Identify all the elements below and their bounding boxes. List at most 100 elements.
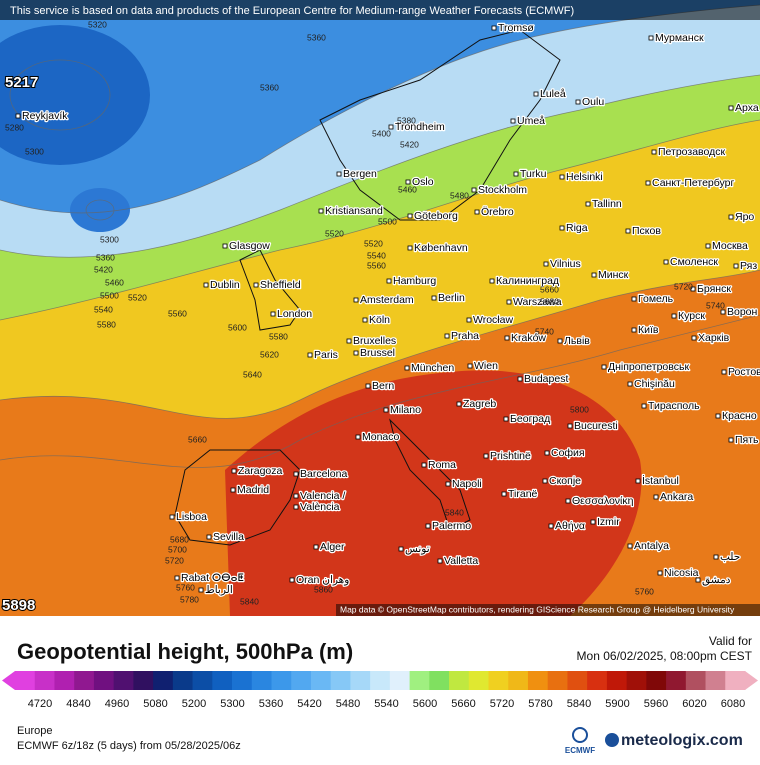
city-label: Пять [735,434,759,446]
city-label: Bruxelles [353,335,396,347]
city-marker [15,113,21,119]
contour-label: 5320 [88,19,107,29]
city-marker [627,543,633,549]
city-marker [407,245,413,251]
field-blue [0,0,760,214]
city-marker [513,171,519,177]
colorbar-cell [93,671,115,690]
city-label: Ankara [660,491,693,503]
city-label: Budapest [524,373,568,385]
banner: This service is based on data and produc… [10,5,574,17]
city-label: Скопје [549,475,581,487]
city-label: Riga [566,222,588,234]
colorbar-cell [113,671,134,690]
contour-label: 5520 [325,228,344,238]
city-marker [346,338,352,344]
city-label: Alger [320,541,345,553]
city-label: Bern [372,380,394,392]
colorbar-tick-label: 5660 [451,698,475,710]
colorbar-cell [34,671,55,690]
contour-label: 5580 [269,331,288,341]
city-marker [483,453,489,459]
contour-label: 5280 [5,122,24,132]
colorbar-cell [74,671,95,690]
city-label: София [551,447,585,459]
city-label: Berlin [438,292,465,304]
colorbar-cell [626,671,647,690]
city-label: Helsinki [566,171,603,183]
city-label: Київ [638,324,659,336]
city-label: Hamburg [393,275,436,287]
contour-label: 5540 [367,250,386,260]
city-label: València [300,501,340,513]
city-marker [231,468,237,474]
city-marker [169,514,175,520]
city-marker [506,299,512,305]
colorbar-cell [192,671,213,690]
city-label: Praha [451,330,479,342]
contour-label: 5840 [445,507,464,517]
high-label: 5898 [2,597,35,614]
colorbar-tick-label: 6080 [721,698,745,710]
city-marker [289,577,295,583]
city-label: Barcelona [300,468,347,480]
colorbar-tick-label: 5720 [490,698,514,710]
city-label: Петрозаводск [658,146,726,158]
city-label: Zagreb [463,398,496,410]
city-marker [565,498,571,504]
city-marker [336,171,342,177]
map: Tromsø Мурманск Luleå Oulu Reykjavík Арха Umeå… [0,0,760,616]
city-label: Ростов [728,366,760,378]
city-label: Roma [428,459,456,471]
colorbar-cell [54,671,75,690]
contour-labels: 5320 5360 5360 5280 5300 5400 5380 5420 5460 5480… [1,19,725,615]
city-label: Örebro [481,206,514,218]
colorbar-cell [547,671,568,690]
city-label: Kristiansand [325,205,383,217]
city-label: Nicosia [664,567,699,579]
city-label: Umeå [517,115,545,127]
city-marker [631,296,637,302]
colorbar-tick-label: 5840 [567,698,591,710]
contour-label: 5460 [105,277,124,287]
city-marker [721,369,727,375]
colorbar-cell [291,671,312,690]
city-marker [627,381,633,387]
city-label: Sevilla [213,531,244,543]
city-marker [206,534,212,540]
city-marker [557,338,563,344]
city-label: Wien [474,360,498,372]
city-label: Минск [598,269,629,281]
colorbar-cell [685,671,706,690]
colorbar: 4720 4840 4960 5080 5200 5300 5360 5420 5480 5540… [2,671,758,710]
city-marker [653,494,659,500]
colorbar-cell [409,671,430,690]
attribution: Map data © OpenStreetMap contributors, r… [340,604,735,614]
colorbar-cell [587,671,608,690]
colorbar-cell [705,671,726,690]
city-marker [365,383,371,389]
city-marker [691,335,697,341]
colorbar-cell [666,671,687,690]
city-marker [567,423,573,429]
city-label: Monaco [362,431,400,443]
contour-label: 5720 [165,555,184,565]
contour-label: 5800 [570,404,589,414]
city-marker [544,450,550,456]
city-label: Lisboa [176,511,207,523]
city-label: حلب [720,551,740,563]
city-label: Amsterdam [360,294,414,306]
contour-label: 5400 [372,128,391,138]
city-marker [425,523,431,529]
city-marker [728,105,734,111]
city-label: Дніпропетровськ [608,361,689,373]
city-label: Ворон [727,306,758,318]
contour-label: 5380 [397,115,416,125]
city-marker [307,352,313,358]
city-label: Москва [712,240,748,252]
contour-label: 5840 [240,596,259,606]
city-marker [355,434,361,440]
city-label: Bergen [343,168,377,180]
city-marker [543,261,549,267]
city-marker [601,364,607,370]
